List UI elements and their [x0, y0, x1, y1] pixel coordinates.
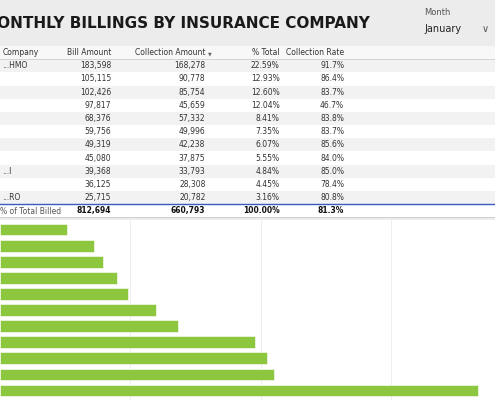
Text: 100.00%: 100.00% [243, 206, 280, 215]
Text: ...RO: ...RO [2, 193, 21, 202]
Text: 91.7%: 91.7% [320, 61, 344, 70]
Text: 25,715: 25,715 [85, 193, 111, 202]
Bar [0, 59, 495, 72]
Text: 97,817: 97,817 [85, 101, 111, 110]
Bar [0, 256, 102, 268]
Text: 3.16%: 3.16% [256, 193, 280, 202]
Text: Month: Month [424, 8, 451, 17]
Text: 812,694: 812,694 [77, 206, 111, 215]
Text: ∨: ∨ [482, 24, 490, 34]
Text: 36,125: 36,125 [85, 180, 111, 189]
Text: 37,875: 37,875 [179, 154, 205, 162]
Text: 6.07%: 6.07% [255, 140, 280, 149]
Bar [0, 224, 67, 236]
Text: 46.7%: 46.7% [320, 101, 344, 110]
Text: 85.6%: 85.6% [320, 140, 344, 149]
Text: 42,238: 42,238 [179, 140, 205, 149]
Text: 85,754: 85,754 [179, 88, 205, 97]
Text: % Total: % Total [252, 48, 280, 57]
Bar [0, 336, 255, 348]
Text: 49,319: 49,319 [85, 140, 111, 149]
Text: 12.60%: 12.60% [251, 88, 280, 97]
Bar [0, 152, 495, 165]
Text: 28,308: 28,308 [179, 180, 205, 189]
Text: 86.4%: 86.4% [320, 74, 344, 84]
Text: 33,793: 33,793 [179, 167, 205, 176]
Text: 45,659: 45,659 [179, 101, 205, 110]
Text: 12.04%: 12.04% [251, 101, 280, 110]
Bar [0, 138, 495, 152]
Bar [0, 288, 129, 300]
Text: January: January [424, 24, 461, 34]
Bar [0, 86, 495, 99]
Text: 68,376: 68,376 [85, 114, 111, 123]
Bar [0, 352, 267, 364]
Text: 81.3%: 81.3% [318, 206, 344, 215]
Bar [0, 368, 274, 380]
Bar [0, 191, 495, 204]
Bar [0, 384, 478, 396]
Text: 83.7%: 83.7% [320, 88, 344, 97]
Text: 20,782: 20,782 [179, 193, 205, 202]
Text: Collection Rate: Collection Rate [286, 48, 344, 57]
Bar [0, 112, 495, 125]
Text: 102,426: 102,426 [80, 88, 111, 97]
Bar [0, 72, 495, 86]
Text: % of Total Billed: % of Total Billed [0, 208, 61, 216]
Text: 105,115: 105,115 [80, 74, 111, 84]
Text: 57,332: 57,332 [179, 114, 205, 123]
Text: 4.84%: 4.84% [256, 167, 280, 176]
Text: 90,778: 90,778 [179, 74, 205, 84]
Text: 4.45%: 4.45% [255, 180, 280, 189]
Bar [0, 125, 495, 138]
Text: 660,793: 660,793 [171, 206, 205, 215]
Bar [0, 165, 495, 178]
Text: 83.7%: 83.7% [320, 127, 344, 136]
Text: 5.55%: 5.55% [255, 154, 280, 162]
Text: ...HMO: ...HMO [2, 61, 28, 70]
Bar [0, 320, 178, 332]
Text: 78.4%: 78.4% [320, 180, 344, 189]
Text: 45,080: 45,080 [85, 154, 111, 162]
Bar [0, 46, 495, 59]
Text: 183,598: 183,598 [80, 61, 111, 70]
Text: 8.41%: 8.41% [256, 114, 280, 123]
Text: Collection Amount: Collection Amount [135, 48, 205, 57]
Bar [0, 272, 117, 284]
Bar [0, 240, 94, 252]
Text: 168,278: 168,278 [174, 61, 205, 70]
Text: 80.8%: 80.8% [320, 193, 344, 202]
Text: 59,756: 59,756 [85, 127, 111, 136]
Text: 83.8%: 83.8% [320, 114, 344, 123]
Text: 84.0%: 84.0% [320, 154, 344, 162]
Bar [0, 304, 156, 316]
Text: 7.35%: 7.35% [255, 127, 280, 136]
Text: 12.93%: 12.93% [251, 74, 280, 84]
Bar [0, 204, 495, 217]
Text: 39,368: 39,368 [85, 167, 111, 176]
Text: Company: Company [2, 48, 39, 57]
Bar [0, 99, 495, 112]
Text: 49,996: 49,996 [179, 127, 205, 136]
Text: ...l: ...l [2, 167, 12, 176]
Bar [0, 178, 495, 191]
Text: Bill Amount: Bill Amount [67, 48, 111, 57]
Text: MONTHLY BILLINGS BY INSURANCE COMPANY: MONTHLY BILLINGS BY INSURANCE COMPANY [0, 16, 370, 30]
Text: ▼: ▼ [208, 52, 212, 57]
Text: 22.59%: 22.59% [251, 61, 280, 70]
Text: 85.0%: 85.0% [320, 167, 344, 176]
